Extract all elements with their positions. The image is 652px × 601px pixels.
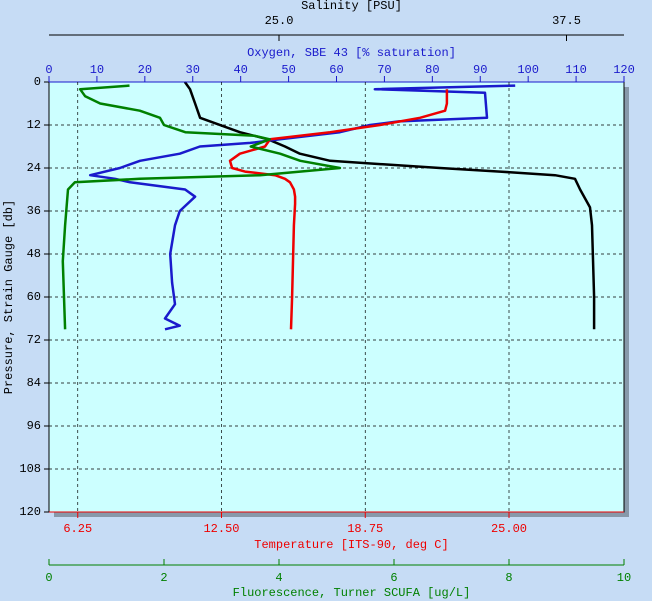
y-tick-label: 60 xyxy=(27,290,41,304)
y-tick-label: 36 xyxy=(27,204,41,218)
profile-line xyxy=(61,84,342,330)
x-tick-label: 90 xyxy=(473,63,487,77)
y-tick-label: 24 xyxy=(27,161,41,175)
x-tick-label: 0 xyxy=(45,63,52,77)
y-tick-label: 72 xyxy=(27,333,41,347)
y-tick-label: 96 xyxy=(27,419,41,433)
x-axis-title: Salinity [PSU] xyxy=(301,0,402,13)
x-tick-label: 40 xyxy=(233,63,247,77)
x-tick-label: 80 xyxy=(425,63,439,77)
x-tick-label: 25.00 xyxy=(491,522,527,536)
x-tick-label: 60 xyxy=(329,63,343,77)
x-axis-title: Fluorescence, Turner SCUFA [ug/L] xyxy=(233,586,471,600)
x-tick-label: 20 xyxy=(138,63,152,77)
x-tick-label: 4 xyxy=(275,571,282,585)
x-tick-label: 8 xyxy=(505,571,512,585)
y-tick-label: 108 xyxy=(19,462,41,476)
x-tick-label: 10 xyxy=(617,571,631,585)
x-tick-label: 110 xyxy=(565,63,587,77)
y-tick-label: 0 xyxy=(34,75,41,89)
x-tick-label: 0 xyxy=(45,571,52,585)
x-tick-label: 70 xyxy=(377,63,391,77)
x-tick-label: 6 xyxy=(390,571,397,585)
y-tick-label: 12 xyxy=(27,118,41,132)
plot-area xyxy=(48,81,625,513)
y-tick-label: 84 xyxy=(27,376,41,390)
y-axis-title: Pressure, Strain Gauge [db] xyxy=(2,200,16,394)
x-tick-label: 6.25 xyxy=(63,522,92,536)
x-tick-label: 12.50 xyxy=(203,522,239,536)
x-tick-label: 18.75 xyxy=(347,522,383,536)
x-tick-label: 100 xyxy=(517,63,539,77)
y-tick-label: 120 xyxy=(19,505,41,519)
x-tick-label: 120 xyxy=(613,63,635,77)
x-tick-label: 10 xyxy=(90,63,104,77)
x-axis-title: Oxygen, SBE 43 [% saturation] xyxy=(247,46,456,60)
x-axis-title: Temperature [ITS-90, deg C] xyxy=(254,538,448,552)
x-tick-label: 2 xyxy=(160,571,167,585)
x-tick-label: 50 xyxy=(281,63,295,77)
x-tick-label: 30 xyxy=(186,63,200,77)
profile-line xyxy=(228,89,449,330)
x-tick-label: 37.5 xyxy=(552,14,581,28)
y-tick-label: 48 xyxy=(27,247,41,261)
x-tick-label: 25.0 xyxy=(265,14,294,28)
profile-line xyxy=(183,81,596,330)
